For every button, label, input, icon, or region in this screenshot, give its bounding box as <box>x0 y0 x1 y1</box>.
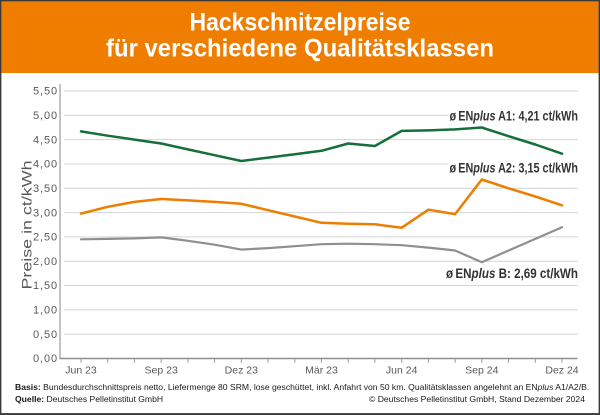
svg-text:Dez 23: Dez 23 <box>225 365 258 377</box>
svg-text:Sep 24: Sep 24 <box>465 365 498 377</box>
svg-text:1,00: 1,00 <box>33 305 58 317</box>
svg-text:3,00: 3,00 <box>33 207 58 219</box>
svg-text:1,50: 1,50 <box>33 280 58 292</box>
svg-text:Dez 24: Dez 24 <box>545 365 578 377</box>
svg-text:Sep 23: Sep 23 <box>145 365 178 377</box>
svg-text:0,50: 0,50 <box>33 329 58 341</box>
svg-text:Jun 23: Jun 23 <box>65 365 97 377</box>
svg-text:für verschiedene Qualitätsklas: für verschiedene Qualitätsklassen <box>106 35 494 63</box>
svg-text:ø ENplus A2: 3,15 ct/kWh: ø ENplus A2: 3,15 ct/kWh <box>450 161 579 176</box>
svg-text:ø ENplus A1: 4,21 ct/kWh: ø ENplus A1: 4,21 ct/kWh <box>450 109 579 124</box>
svg-text:© Deutsches Pelletinstitut Gmb: © Deutsches Pelletinstitut GmbH, Stand D… <box>369 394 585 404</box>
svg-text:2,00: 2,00 <box>33 256 58 268</box>
svg-text:4,00: 4,00 <box>33 159 58 171</box>
svg-text:Jun 24: Jun 24 <box>386 365 418 377</box>
svg-text:Basis: Bundesdurchschnittsprei: Basis: Bundesdurchschnittspreis netto, L… <box>15 382 589 392</box>
svg-text:5,50: 5,50 <box>33 86 58 98</box>
svg-text:ø ENplus B: 2,69 ct/kWh: ø ENplus B: 2,69 ct/kWh <box>446 266 578 281</box>
svg-text:Hackschnitzelpreise: Hackschnitzelpreise <box>190 9 411 37</box>
svg-text:3,50: 3,50 <box>33 183 58 195</box>
svg-text:2,50: 2,50 <box>33 232 58 244</box>
svg-text:4,50: 4,50 <box>33 134 58 146</box>
svg-text:5,00: 5,00 <box>33 110 58 122</box>
svg-text:Mär 23: Mär 23 <box>305 365 338 377</box>
svg-text:Preise in ct/kWh: Preise in ct/kWh <box>19 161 35 290</box>
svg-text:0,00: 0,00 <box>33 353 58 365</box>
svg-text:Quelle: Deutsches Pelletinstit: Quelle: Deutsches Pelletinstitut GmbH <box>15 394 163 404</box>
